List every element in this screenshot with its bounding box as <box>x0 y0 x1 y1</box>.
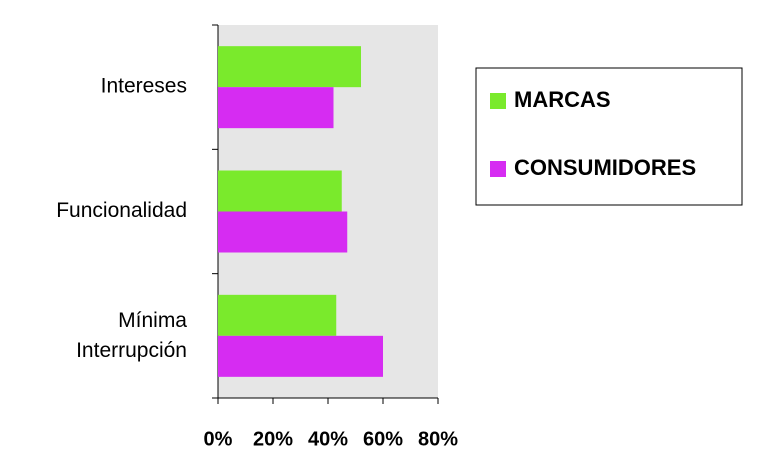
bar <box>218 46 361 88</box>
bar <box>218 294 337 336</box>
x-tick-label: 80% <box>418 428 458 450</box>
y-tick-label: Funcionalidad <box>56 199 187 222</box>
bar <box>218 170 342 212</box>
y-tick-label: Intereses <box>101 75 187 98</box>
legend-marker <box>490 161 506 177</box>
y-tick-label: Mínima Interrupción <box>76 308 187 361</box>
x-tick-label: 20% <box>253 428 293 450</box>
legend-label: MARCAS <box>514 87 611 112</box>
x-tick-label: 0% <box>204 428 233 450</box>
legend-label: CONSUMIDORES <box>514 155 696 180</box>
bar <box>218 335 383 377</box>
bar <box>218 211 348 253</box>
x-tick-label: 60% <box>363 428 403 450</box>
x-tick-label: 40% <box>308 428 348 450</box>
legend-marker <box>490 93 506 109</box>
legend-box <box>475 67 743 206</box>
bar <box>218 87 334 129</box>
